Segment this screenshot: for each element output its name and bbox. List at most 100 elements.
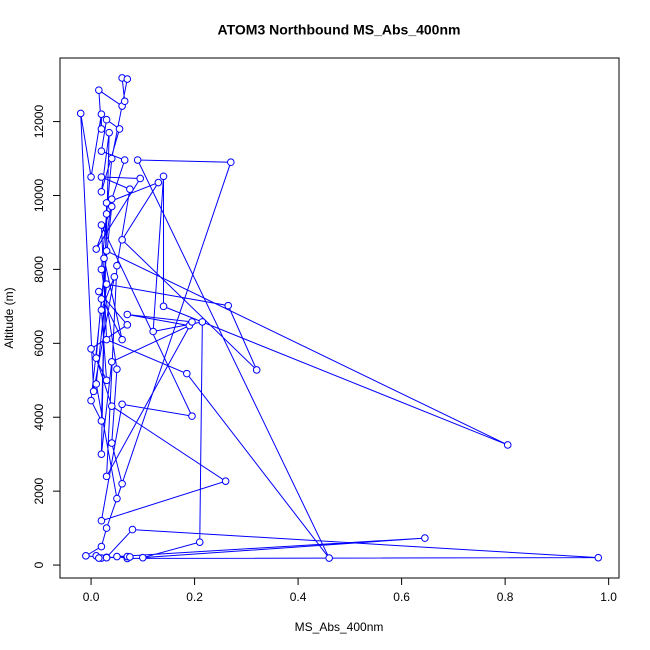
x-axis-title: MS_Abs_400nm [295, 620, 384, 634]
data-point [97, 417, 106, 425]
data-point [188, 412, 196, 420]
y-tick-label: 4000 [32, 404, 46, 431]
data-point [113, 552, 121, 561]
data-point [421, 534, 429, 542]
data-point [325, 554, 333, 562]
data-point [188, 318, 196, 326]
data-point [115, 125, 124, 133]
data-point [126, 553, 134, 561]
data-point [159, 172, 168, 181]
data-point [154, 178, 163, 187]
data-point [107, 402, 116, 410]
y-axis-title: Altitude (m) [2, 287, 16, 348]
data-point [183, 369, 191, 378]
data-point [97, 542, 106, 551]
data-point [105, 128, 113, 137]
data-point [97, 187, 106, 196]
data-point [89, 387, 98, 396]
data-point [97, 173, 106, 181]
data-point [97, 265, 106, 274]
data-point [92, 380, 101, 388]
data-point [97, 306, 106, 314]
data-point [107, 357, 116, 366]
data-point [113, 365, 121, 373]
data-point [87, 396, 95, 405]
data-point [123, 75, 132, 83]
data-point [92, 354, 101, 362]
data-point [76, 109, 85, 118]
data-point [92, 245, 101, 253]
chart-title: ATOM3 Northbound MS_Abs_400nm [218, 22, 461, 38]
data-point [118, 400, 126, 409]
data-point [102, 115, 111, 124]
x-tick-label: 0.8 [497, 590, 514, 604]
data-point [107, 195, 116, 203]
data-point [97, 516, 106, 525]
data-point [224, 301, 233, 310]
data-point [100, 254, 108, 263]
data-point [252, 366, 261, 374]
data-point [113, 261, 121, 270]
data-point [118, 236, 126, 244]
data-point [128, 525, 137, 534]
data-point [102, 376, 111, 385]
data-point [120, 97, 129, 106]
data-point [97, 295, 106, 303]
data-point [102, 553, 111, 562]
x-tick-label: 1.0 [600, 590, 617, 604]
y-tick-label: 10000 [32, 178, 46, 212]
y-tick-label: 12000 [32, 105, 46, 139]
data-point [97, 221, 106, 229]
data-point [102, 247, 111, 255]
data-point [82, 552, 90, 560]
data-point [102, 199, 111, 207]
data-point [97, 110, 106, 118]
data-point [139, 553, 147, 562]
data-point [95, 287, 103, 296]
data-point [195, 538, 204, 546]
plot-frame [59, 57, 620, 579]
data-point [97, 125, 106, 133]
data-point [107, 154, 116, 163]
data-point [149, 327, 157, 336]
x-tick-label: 0.4 [290, 590, 307, 604]
data-point [97, 450, 106, 458]
data-point [198, 318, 207, 326]
x-tick-label: 0.2 [186, 590, 203, 604]
data-point [221, 477, 230, 485]
y-tick-label: 0 [32, 561, 46, 568]
data-point [118, 335, 126, 344]
data-point [110, 272, 119, 281]
data-line [80, 77, 599, 559]
data-point [123, 310, 132, 319]
data-point [159, 302, 168, 311]
data-point [87, 345, 95, 353]
x-tick-label: 0.6 [393, 590, 410, 604]
data-point [594, 553, 603, 562]
data-point [102, 210, 111, 218]
data-point [107, 202, 116, 211]
data-point [107, 439, 116, 447]
y-tick-label: 8000 [32, 256, 46, 283]
data-point [87, 173, 95, 181]
data-point [227, 158, 235, 167]
data-point [123, 321, 132, 329]
data-point [126, 185, 134, 194]
data-point [503, 441, 512, 449]
data-point [120, 156, 129, 164]
data-point [133, 156, 142, 164]
data-point [97, 147, 106, 155]
y-tick-label: 2000 [32, 477, 46, 504]
data-point [136, 174, 145, 183]
y-tick-label: 6000 [32, 330, 46, 357]
data-point [102, 524, 111, 532]
data-point [95, 554, 103, 562]
data-point [95, 86, 103, 94]
data-point [102, 280, 111, 288]
data-point [102, 472, 111, 481]
data-point [118, 479, 126, 488]
data-point [102, 335, 111, 344]
data-point [113, 494, 121, 503]
